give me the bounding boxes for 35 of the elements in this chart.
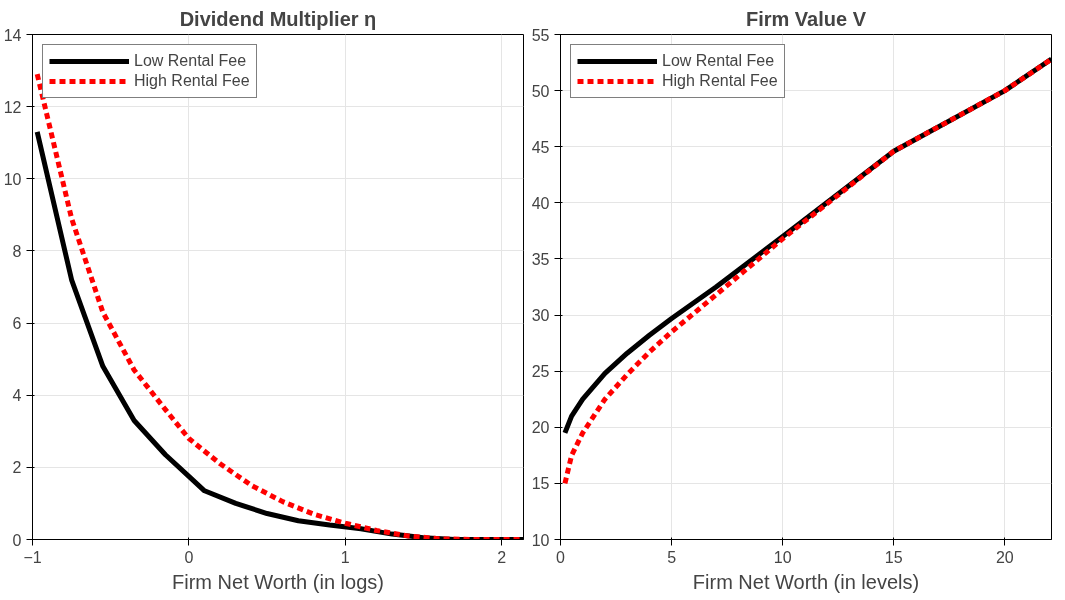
legend-label: Low Rental Fee (134, 52, 247, 70)
x-tick-label: −1 (23, 548, 42, 566)
y-tick-label: 45 (531, 138, 550, 156)
x-tick-label: 15 (884, 548, 903, 566)
y-tick-label: 4 (12, 387, 22, 405)
y-tick-label: 14 (3, 26, 22, 44)
chart-title: Firm Value V (745, 7, 867, 30)
x-tick-label: 10 (773, 548, 792, 566)
legend-label: Low Rental Fee (662, 52, 775, 70)
x-tick-label: 5 (667, 548, 677, 566)
y-tick-label: 55 (531, 26, 550, 44)
y-tick-label: 10 (3, 170, 22, 188)
x-tick-label: 2 (497, 548, 507, 566)
y-tick-label: 50 (531, 82, 550, 100)
x-axis-title: Firm Net Worth (in levels) (692, 570, 920, 593)
y-tick-label: 0 (12, 531, 22, 549)
y-tick-label: 2 (12, 459, 22, 477)
y-tick-label: 10 (531, 531, 550, 549)
x-tick-label: 0 (184, 548, 194, 566)
y-tick-label: 40 (531, 194, 550, 212)
y-tick-label: 30 (531, 307, 550, 325)
y-tick-label: 15 (531, 475, 550, 493)
x-tick-label: 0 (556, 548, 566, 566)
legend-label: High Rental Fee (662, 72, 778, 90)
y-tick-label: 20 (531, 419, 550, 437)
y-tick-label: 35 (531, 250, 550, 268)
legend-label: High Rental Fee (134, 72, 250, 90)
x-tick-label: 1 (340, 548, 350, 566)
chart-title: Dividend Multiplier η (179, 7, 377, 30)
y-tick-label: 6 (12, 315, 22, 333)
x-tick-label: 20 (995, 548, 1014, 566)
y-tick-label: 12 (3, 98, 22, 116)
y-tick-label: 25 (531, 363, 550, 381)
x-axis-title: Firm Net Worth (in logs) (172, 570, 384, 593)
y-tick-label: 8 (12, 242, 22, 260)
